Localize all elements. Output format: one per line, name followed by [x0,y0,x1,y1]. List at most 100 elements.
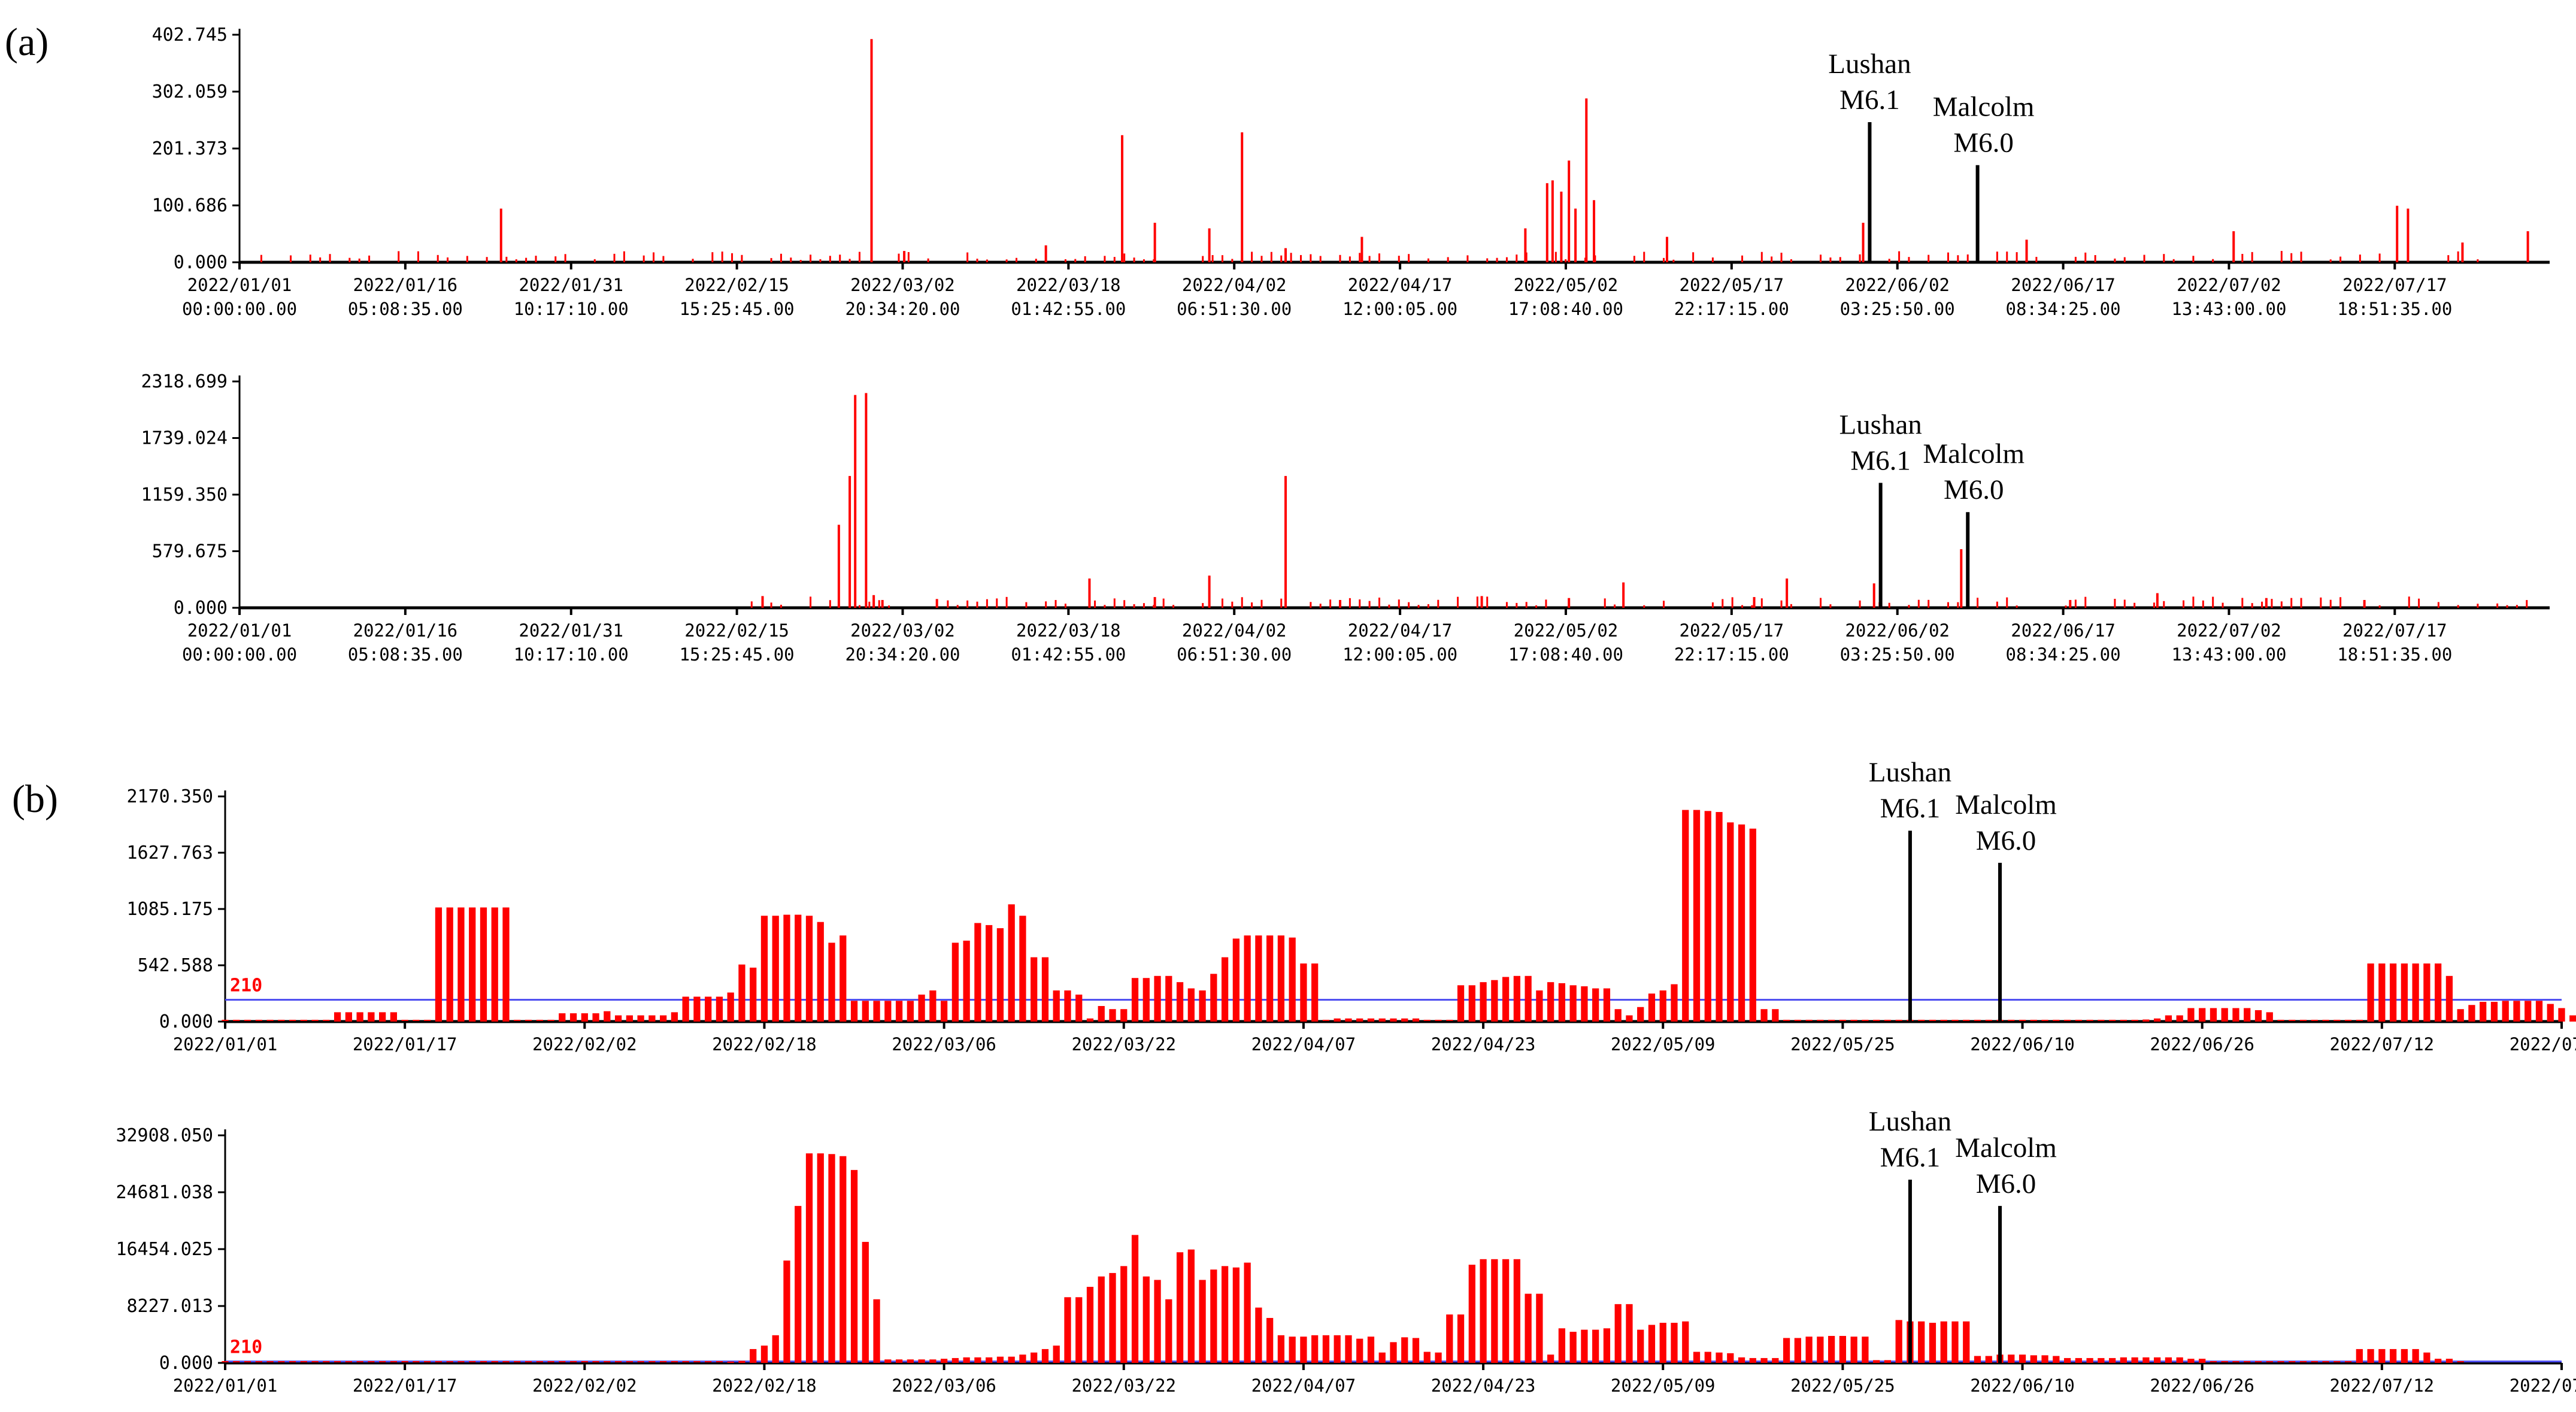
daily-bar [2030,1355,2037,1363]
daily-bar [1682,810,1689,1022]
annotation-magnitude: M6.1 [1880,793,1941,824]
annotation-name: Lushan [1828,49,1911,80]
daily-bar [1794,1338,1801,1363]
daily-bar [1929,1323,1936,1363]
daily-bar [1457,1314,1465,1363]
data-bars [222,810,2576,1022]
daily-bar [1581,1329,1588,1363]
threshold-label: 210 [230,1337,262,1358]
x-tick-label: 2022/04/07 [1251,1375,1356,1396]
data-bars [750,393,2528,608]
daily-bar [1513,1259,1520,1363]
daily-bar [2019,1355,2026,1363]
daily-bar [2401,963,2408,1022]
daily-bar [1345,1335,1352,1363]
daily-bar [1109,1009,1116,1022]
daily-bar [2266,1012,2273,1022]
daily-bar [1536,1293,1543,1363]
daily-bar [805,1153,813,1363]
daily-bar [1749,1358,1756,1363]
annotation-name: Malcolm [1933,92,2035,123]
daily-bar [1805,1337,1813,1363]
x-tick-label-date: 2022/05/02 [1514,275,1619,295]
daily-bar [1041,957,1049,1022]
daily-bar [1064,1297,1071,1363]
daily-bar [2412,963,2419,1022]
daily-bar [1120,1009,1128,1022]
x-tick-label-date: 2022/06/17 [2011,620,2116,641]
daily-bar [1199,1280,1206,1363]
x-tick-label: 2022/03/22 [1071,1034,1176,1055]
daily-bar [614,1015,622,1022]
daily-bar [1558,983,1566,1022]
daily-bar [1480,982,1487,1022]
daily-bar [2457,1009,2464,1022]
daily-bar [1423,1352,1431,1363]
daily-bar [356,1012,363,1022]
daily-bar [716,996,723,1022]
daily-bar [1525,975,1532,1022]
daily-bar [1659,990,1666,1022]
daily-bar [1289,937,1296,1022]
daily-bar [1480,1259,1487,1363]
daily-bar [760,916,768,1022]
daily-bar [760,1346,768,1363]
daily-bar [951,1358,959,1363]
daily-bar [1536,990,1543,1022]
y-tick-label: 2318.699 [141,371,228,392]
daily-bar [1378,1018,1386,1022]
daily-bar [2176,1015,2183,1022]
daily-bar [1468,1265,1475,1363]
daily-bar [1221,957,1229,1022]
daily-bar [2356,1349,2363,1363]
daily-bar [2445,1359,2453,1363]
x-tick-label-date: 2022/01/31 [519,275,623,295]
daily-bar [1828,1335,1835,1363]
x-tick-label-date: 2022/05/17 [1680,620,1784,641]
threshold-label: 210 [230,975,262,996]
daily-bar [1614,1009,1622,1022]
daily-bar [2378,1349,2386,1363]
daily-bar [1760,1358,1768,1363]
daily-bar [2165,1015,2172,1022]
panel-label-a: (a) [5,20,49,64]
daily-bar [1502,977,1510,1022]
daily-bar [1525,1293,1532,1363]
daily-bar [1862,1337,1869,1363]
x-tick-label: 2022/06/26 [2150,1034,2254,1055]
x-tick-label-time: 06:51:30.00 [1177,644,1292,665]
daily-bar [1031,1352,1038,1363]
daily-bar [581,1013,588,1022]
daily-bar [2098,1358,2105,1363]
daily-bar [974,1357,981,1363]
daily-bar [604,1011,611,1022]
daily-bar [895,1001,903,1022]
daily-bar [2389,963,2397,1022]
daily-bar [2547,1004,2554,1022]
daily-bar [940,1001,948,1022]
daily-bar [1232,1267,1239,1363]
daily-bar [2558,1008,2565,1022]
daily-bar [1041,1349,1049,1363]
x-tick-label-date: 2022/03/02 [850,620,955,641]
daily-bar [1109,1272,1116,1363]
daily-bar [795,914,802,1022]
daily-bar [828,1154,835,1363]
daily-bar [1772,1009,1779,1022]
x-tick-label-date: 2022/07/17 [2342,620,2447,641]
daily-bar [1053,1346,1060,1363]
daily-bar [1075,994,1083,1022]
x-tick-label-time: 08:34:25.00 [2006,299,2121,319]
daily-bar [1165,1299,1172,1363]
daily-bar [1873,1360,1880,1363]
daily-bar [2108,1358,2116,1363]
x-tick-label: 2022/02/02 [532,1375,637,1396]
daily-bar [873,1299,880,1363]
daily-bar [1985,1356,1992,1363]
daily-bar [2086,1358,2093,1363]
daily-bar [2199,1359,2206,1363]
x-tick-label-date: 2022/01/16 [353,620,458,641]
daily-bar [637,1015,644,1022]
daily-bar [1704,1352,1711,1363]
x-tick-label-time: 01:42:55.00 [1011,644,1126,665]
